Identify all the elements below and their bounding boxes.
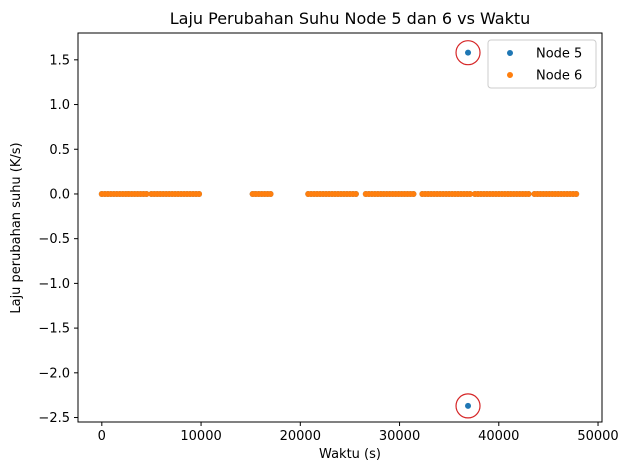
x-tick-label: 40000 <box>478 429 519 444</box>
legend-marker <box>507 50 513 56</box>
data-point <box>573 190 580 197</box>
y-tick-label: 1.5 <box>49 53 70 68</box>
axes-frame <box>77 32 603 423</box>
series-node-5 <box>98 49 580 409</box>
data-point <box>196 190 203 197</box>
outlier-point <box>465 49 472 56</box>
outlier-point <box>465 402 472 409</box>
data-point <box>143 190 150 197</box>
x-tick-label: 20000 <box>280 429 321 444</box>
legend: Node 5 Node 6 <box>487 39 597 89</box>
x-tick-label: 50000 <box>577 429 618 444</box>
highlight-circle <box>455 393 481 419</box>
data-point <box>267 190 274 197</box>
y-tick-label: −1.5 <box>38 322 70 337</box>
y-axis-label: Laju perubahan suhu (K/s) <box>9 142 24 313</box>
data-point <box>467 190 474 197</box>
y-tick-label: −1.0 <box>38 277 70 292</box>
y-tick-label: 1.0 <box>49 98 70 113</box>
data-point <box>525 190 532 197</box>
series-node-6 <box>98 190 580 197</box>
highlight-circle <box>455 40 481 66</box>
legend-label: Node 5 <box>536 47 582 62</box>
x-axis-label: Waktu (s) <box>319 447 381 462</box>
y-tick-label: −2.5 <box>38 411 70 426</box>
y-tick-label: −2.0 <box>38 366 70 381</box>
y-tick-label: 0.5 <box>49 143 70 158</box>
x-tick-label: 0 <box>98 429 106 444</box>
annotation-layer <box>455 40 481 419</box>
data-point <box>410 190 417 197</box>
plot-area <box>77 32 603 423</box>
legend-label: Node 6 <box>536 69 582 84</box>
legend-box <box>487 39 597 89</box>
x-tick-label: 30000 <box>379 429 420 444</box>
data-point <box>352 190 359 197</box>
y-tick-label: 0.0 <box>49 187 70 202</box>
legend-marker <box>507 72 513 78</box>
chart-title: Laju Perubahan Suhu Node 5 dan 6 vs Wakt… <box>170 9 531 28</box>
x-axis: 0 10000 20000 30000 40000 50000 <box>98 422 619 444</box>
x-tick-label: 10000 <box>180 429 221 444</box>
y-axis: −2.5 −2.0 −1.5 −1.0 −0.5 0.0 0.5 1.0 1.5 <box>38 53 78 426</box>
y-tick-label: −0.5 <box>38 232 70 247</box>
